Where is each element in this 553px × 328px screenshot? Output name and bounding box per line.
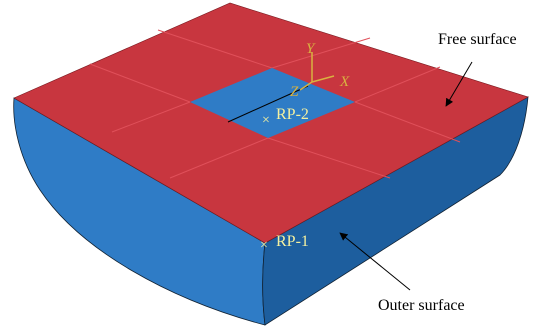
diagram: Y X Z × RP-2 × RP-1 Free surface Outer s… — [0, 0, 553, 328]
free-surface-label: Free surface — [438, 31, 517, 48]
rp-marker: × — [260, 238, 268, 253]
axis-x-label: X — [339, 74, 350, 90]
rp-marker: × — [262, 113, 270, 128]
axis-z-label: Z — [290, 84, 299, 100]
outer-surface-label: Outer surface — [378, 297, 465, 314]
rp1-label: RP-1 — [276, 233, 309, 250]
rp2-label: RP-2 — [276, 106, 309, 123]
